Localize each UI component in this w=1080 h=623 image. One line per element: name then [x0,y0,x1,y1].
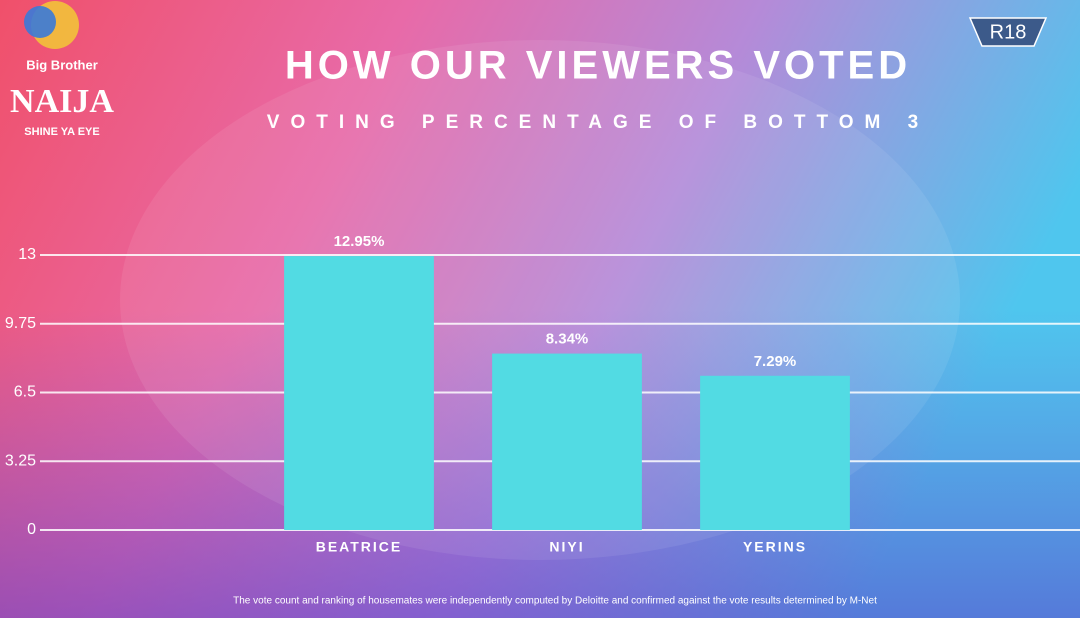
y-tick-label: 0 [27,521,36,538]
value-label: 7.29% [754,353,797,370]
value-label: 8.34% [546,331,589,348]
y-tick-label: 9.75 [5,315,36,332]
logo-main: NAIJA [10,83,114,120]
rating-badge [968,17,1048,47]
bar [700,375,850,530]
bar [284,256,434,530]
bar [492,353,642,530]
x-tick-label: NIYI [549,539,584,555]
x-tick-label: YERINS [743,539,807,555]
y-tick-label: 13 [18,246,36,263]
logo-tagline: SHINE YA EYE [24,126,99,138]
y-tick-label: 3.25 [5,452,36,469]
logo-top: Big Brother [26,57,98,72]
footnote: The vote count and ranking of housemates… [233,596,877,607]
rating: R18 [990,21,1027,43]
chart-subtitle: VOTING PERCENTAGE OF BOTTOM 3 [267,112,929,133]
value-label: 12.95% [334,233,385,250]
x-tick-label: BEATRICE [316,539,403,555]
y-tick-label: 6.5 [14,384,36,401]
logo-eye [24,6,56,38]
chart-title: HOW OUR VIEWERS VOTED [285,44,911,88]
